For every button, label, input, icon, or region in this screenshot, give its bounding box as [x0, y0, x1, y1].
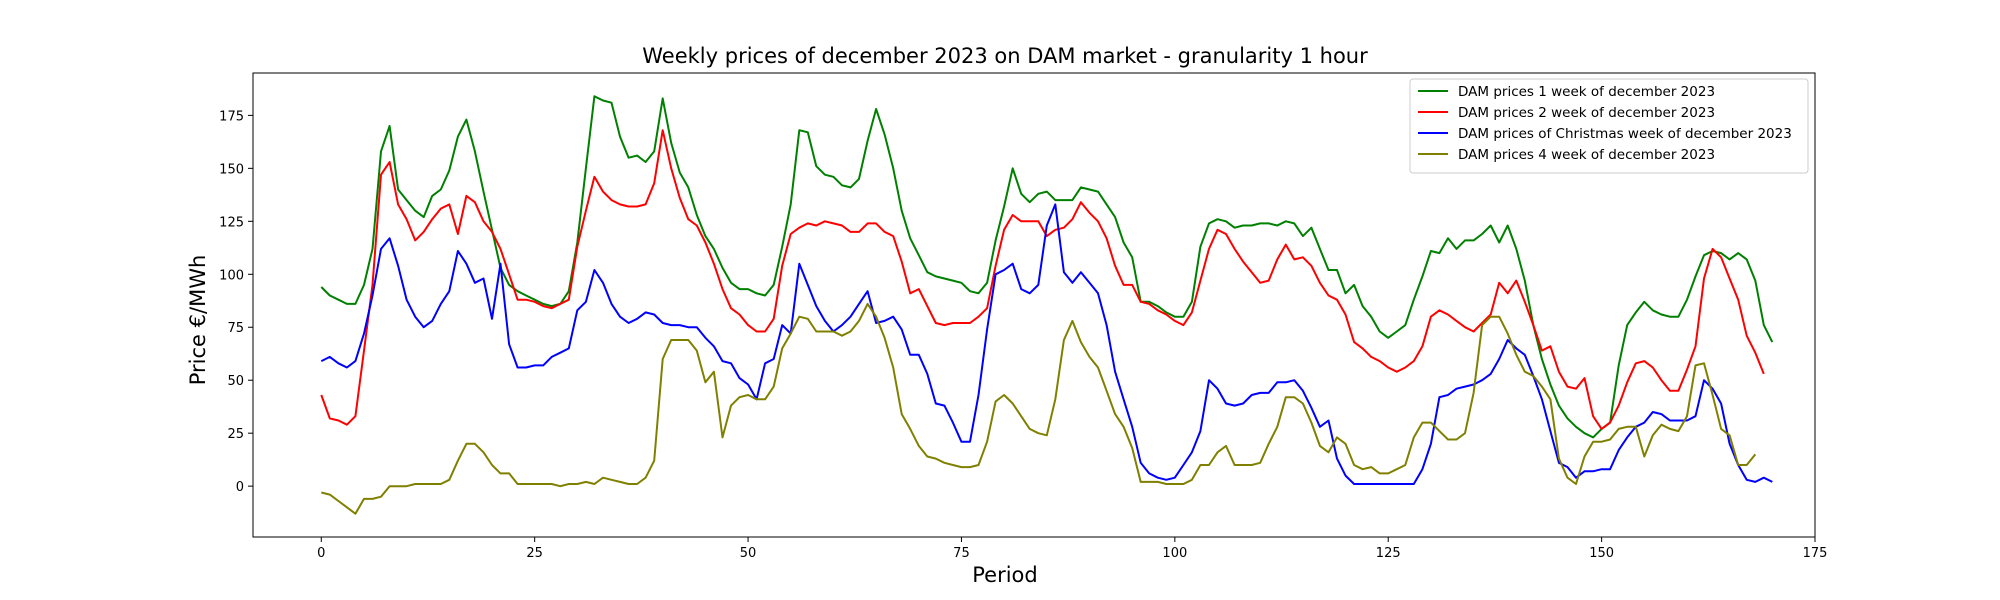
y-tick-label: 175 — [219, 109, 244, 124]
y-tick-label: 150 — [219, 162, 244, 177]
y-axis: 0 25 50 75 100 125 150 175 — [219, 109, 253, 495]
x-axis-label: Period — [972, 563, 1037, 587]
legend-entry: DAM prices 4 week of december 2023 — [1458, 147, 1715, 163]
x-tick-label: 25 — [526, 546, 543, 561]
series-line-2 — [320, 129, 1765, 430]
y-tick-label: 25 — [227, 427, 244, 442]
legend-entry: DAM prices 1 week of december 2023 — [1458, 84, 1715, 100]
legend-entry: DAM prices of Christmas week of december… — [1458, 126, 1792, 142]
y-tick-label: 100 — [219, 268, 244, 283]
x-tick-label: 175 — [1803, 546, 1828, 561]
y-tick-label: 75 — [227, 321, 244, 336]
chart-title: Weekly prices of december 2023 on DAM ma… — [642, 44, 1368, 68]
legend: DAM prices 1 week of december 2023 DAM pr… — [1409, 78, 1809, 174]
series-line-1 — [320, 95, 1774, 439]
y-axis-label: Price €/MWh — [186, 255, 210, 386]
plot-frame — [252, 72, 1816, 538]
x-axis: 0 25 50 75 100 125 150 175 — [317, 537, 1827, 561]
x-tick-label: 50 — [740, 546, 757, 561]
y-tick-label: 0 — [236, 480, 244, 495]
plot-series — [320, 95, 1774, 515]
y-tick-label: 50 — [227, 374, 244, 389]
series-line-3 — [320, 203, 1773, 485]
x-tick-label: 100 — [1162, 546, 1187, 561]
legend-entry: DAM prices 2 week of december 2023 — [1458, 105, 1715, 121]
series-line-4 — [321, 302, 1757, 515]
legend-box — [1409, 78, 1809, 174]
y-tick-label: 125 — [219, 215, 244, 230]
x-tick-label: 75 — [953, 546, 970, 561]
x-tick-label: 0 — [317, 546, 325, 561]
x-tick-label: 150 — [1589, 546, 1614, 561]
x-tick-label: 125 — [1376, 546, 1401, 561]
